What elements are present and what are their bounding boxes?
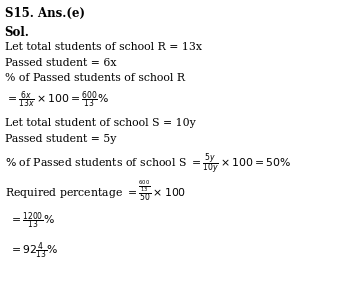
Text: Let total students of school R = 13x: Let total students of school R = 13x	[5, 42, 202, 52]
Text: $=\frac{1200}{13}\%$: $=\frac{1200}{13}\%$	[9, 210, 55, 232]
Text: Passed student = 5y: Passed student = 5y	[5, 134, 116, 144]
Text: % of Passed students of school R: % of Passed students of school R	[5, 73, 185, 84]
Text: $=\frac{6x}{13x}\times 100=\frac{600}{13}\%$: $=\frac{6x}{13x}\times 100=\frac{600}{13…	[5, 89, 109, 111]
Text: Let total student of school S = 10y: Let total student of school S = 10y	[5, 118, 195, 128]
Text: $\%$ of Passed students of school S $=\frac{5y}{10y}\times 100=50\%$: $\%$ of Passed students of school S $=\f…	[5, 151, 291, 177]
Text: $=92\frac{4}{13}\%$: $=92\frac{4}{13}\%$	[9, 240, 59, 262]
Text: Passed student = 6x: Passed student = 6x	[5, 58, 116, 68]
Text: Required percentage $=\frac{\frac{600}{13}}{50}\times 100$: Required percentage $=\frac{\frac{600}{1…	[5, 180, 186, 203]
Text: S15. Ans.(e): S15. Ans.(e)	[5, 7, 85, 20]
Text: Sol.: Sol.	[5, 26, 30, 39]
